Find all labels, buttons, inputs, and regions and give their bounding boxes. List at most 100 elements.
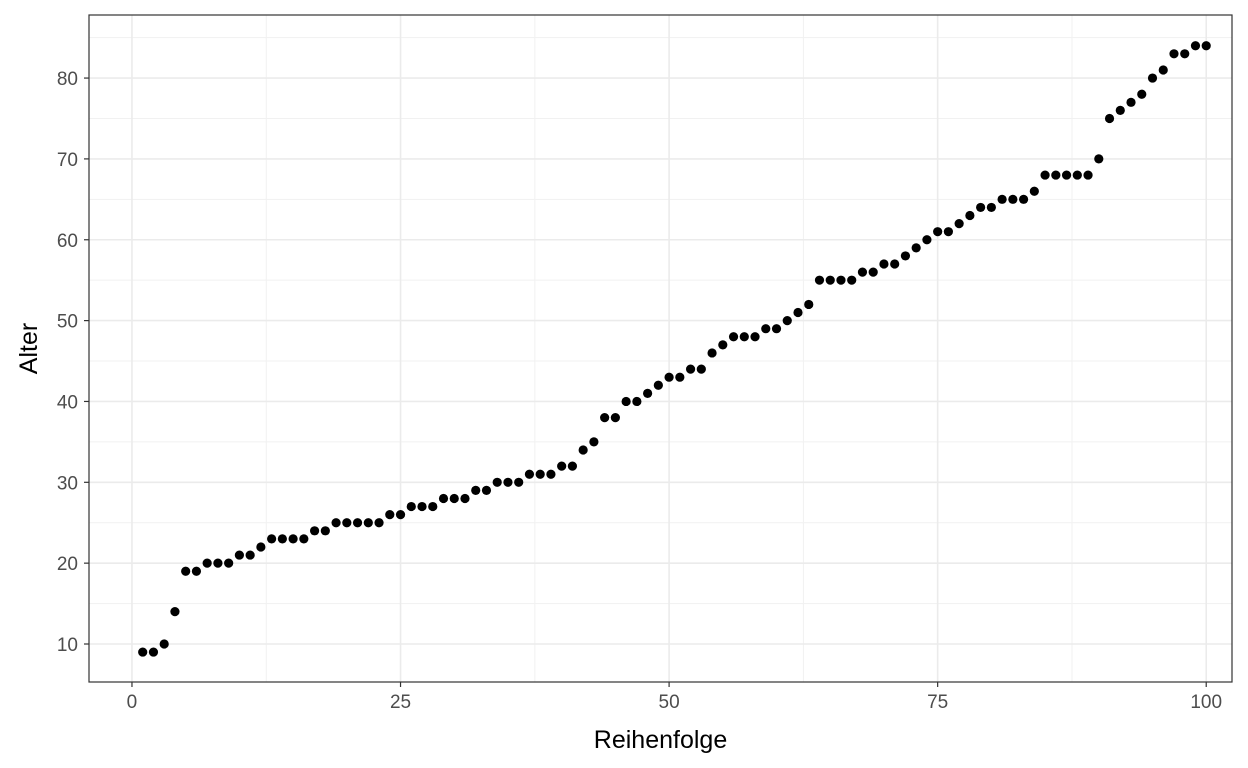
data-point: [395, 510, 406, 520]
data-point: [417, 501, 427, 512]
y-tick-label: 70: [57, 150, 78, 171]
data-point: [267, 534, 277, 544]
data-point: [256, 542, 266, 552]
x-tick-label: 25: [390, 692, 411, 713]
data-point: [954, 218, 964, 229]
data-point: [621, 396, 631, 407]
data-point: [1072, 170, 1082, 180]
data-point: [1029, 186, 1039, 196]
data-point: [1169, 49, 1179, 59]
data-point: [879, 259, 889, 269]
data-point: [1040, 170, 1050, 180]
data-point: [438, 493, 449, 504]
data-point: [191, 566, 202, 576]
data-point: [1190, 41, 1201, 51]
data-point: [1201, 41, 1211, 51]
data-point: [460, 493, 470, 504]
data-point: [814, 275, 825, 285]
data-point: [524, 469, 535, 479]
data-point: [245, 550, 255, 560]
data-point: [342, 518, 352, 528]
data-point: [696, 364, 706, 374]
data-point: [449, 493, 459, 504]
data-point: [277, 534, 287, 544]
data-point: [374, 518, 384, 528]
data-point: [363, 518, 373, 528]
data-point: [976, 202, 986, 213]
x-tick-label: 75: [927, 692, 948, 713]
data-point: [481, 485, 492, 495]
data-point: [643, 388, 653, 398]
data-point: [385, 510, 395, 520]
panel-background: [89, 15, 1232, 682]
data-point: [1180, 49, 1190, 59]
data-point: [331, 518, 341, 528]
data-point: [600, 413, 610, 423]
data-point: [804, 299, 814, 310]
data-point: [1115, 105, 1125, 116]
data-point: [997, 194, 1007, 204]
y-tick-label: 30: [57, 473, 78, 494]
data-point: [546, 469, 556, 479]
data-point: [514, 477, 524, 487]
data-point: [309, 526, 320, 536]
data-point: [632, 396, 642, 407]
data-point: [557, 461, 567, 471]
data-point: [352, 518, 363, 528]
data-point: [868, 267, 878, 277]
data-point: [224, 558, 234, 568]
x-axis-title: Reihenfolge: [594, 726, 727, 754]
data-point: [965, 210, 975, 221]
data-point: [428, 501, 438, 512]
data-point: [138, 647, 148, 657]
data-point: [943, 227, 953, 237]
data-point: [900, 251, 911, 261]
grid: [89, 15, 1232, 682]
data-point: [589, 437, 599, 447]
data-point: [1126, 97, 1136, 107]
data-point: [213, 558, 223, 568]
data-point: [771, 324, 782, 334]
data-point: [825, 275, 835, 285]
data-point: [1094, 154, 1104, 164]
data-point: [1104, 113, 1115, 124]
data-point: [181, 566, 191, 576]
y-axis: 10 20 30 40 50 60 70 80: [57, 69, 89, 656]
x-tick-label: 100: [1190, 692, 1222, 713]
data-point: [1147, 73, 1158, 83]
data-point: [1137, 89, 1147, 99]
data-point: [857, 267, 868, 277]
data-point: [922, 235, 932, 245]
data-point: [1051, 170, 1061, 180]
data-point: [782, 316, 792, 326]
y-tick-label: 40: [57, 392, 78, 413]
data-point: [836, 275, 846, 285]
data-point: [320, 526, 330, 536]
data-point: [202, 558, 212, 568]
data-point: [685, 364, 696, 374]
x-tick-label: 50: [659, 692, 680, 713]
data-point: [535, 469, 545, 479]
y-tick-label: 60: [57, 231, 78, 252]
data-point: [728, 332, 739, 342]
data-point: [911, 243, 921, 253]
data-point: [1158, 65, 1168, 75]
data-point: [1083, 170, 1093, 180]
data-point: [288, 534, 298, 544]
data-point: [170, 607, 180, 617]
data-point: [503, 477, 513, 487]
y-tick-label: 50: [57, 312, 78, 333]
data-point: [567, 461, 578, 471]
x-axis: 0 25 50 75 100: [127, 682, 1222, 713]
data-point: [664, 372, 674, 382]
y-tick-label: 80: [57, 69, 78, 90]
data-points: [138, 41, 1211, 657]
data-point: [739, 332, 749, 342]
data-point: [718, 340, 728, 350]
data-point: [299, 534, 309, 544]
data-point: [148, 647, 159, 657]
data-point: [653, 380, 663, 390]
data-point: [847, 275, 857, 285]
y-axis-title: Alter: [15, 323, 43, 374]
